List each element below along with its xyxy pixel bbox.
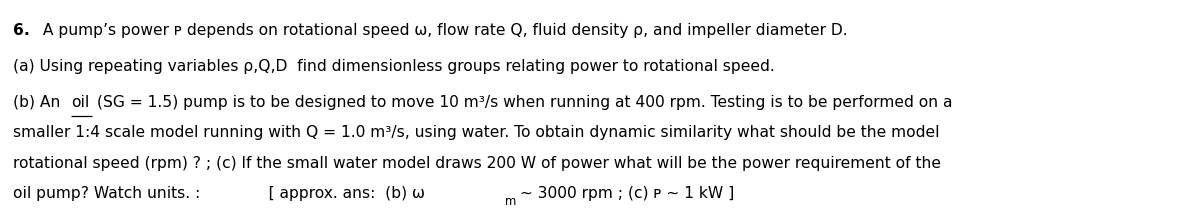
Text: (SG = 1.5) pump is to be designed to move 10 m³/s when running at 400 rpm. Testi: (SG = 1.5) pump is to be designed to mov…	[92, 95, 953, 110]
Text: A pump’s power ᴘ depends on rotational speed ω, flow rate Q, fluid density ρ, an: A pump’s power ᴘ depends on rotational s…	[38, 23, 848, 38]
Text: m: m	[505, 195, 516, 208]
Text: (a) Using repeating variables ρ,Q,D  find dimensionless groups relating power to: (a) Using repeating variables ρ,Q,D find…	[13, 59, 775, 74]
Text: oil pump? Watch units. :              [ approx. ans:  (b) ω: oil pump? Watch units. : [ approx. ans: …	[13, 186, 425, 201]
Text: smaller 1:4 scale model running with Q = 1.0 m³/s, using water. To obtain dynami: smaller 1:4 scale model running with Q =…	[13, 125, 940, 140]
Text: rotational speed (rpm) ? ; (c) If the small water model draws 200 W of power wha: rotational speed (rpm) ? ; (c) If the sm…	[13, 156, 941, 171]
Text: oil: oil	[71, 95, 89, 110]
Text: 6.: 6.	[13, 23, 30, 38]
Text: ~ 3000 rpm ; (c) ᴘ ~ 1 kW ]: ~ 3000 rpm ; (c) ᴘ ~ 1 kW ]	[516, 186, 734, 201]
Text: (b) An: (b) An	[13, 95, 66, 110]
